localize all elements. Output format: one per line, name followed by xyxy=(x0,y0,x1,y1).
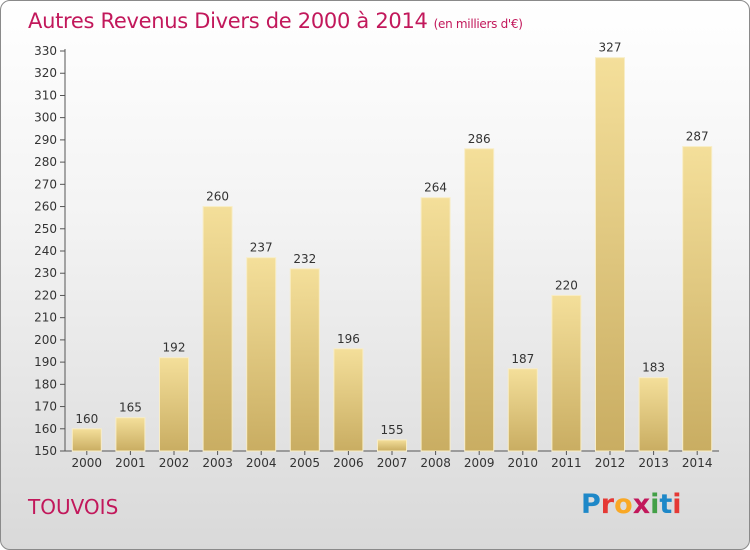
y-tick-label: 240 xyxy=(34,244,57,258)
y-tick-label: 250 xyxy=(34,222,57,236)
logo-letter: i xyxy=(672,489,682,520)
y-tick-label: 310 xyxy=(34,88,57,102)
x-tick-label: 2010 xyxy=(508,456,539,470)
bar-value-label: 187 xyxy=(511,352,534,366)
bar xyxy=(551,294,582,452)
x-tick-label: 2008 xyxy=(420,456,451,470)
bar-value-label: 237 xyxy=(250,241,273,255)
bar-value-label: 183 xyxy=(642,361,665,375)
bar-value-label: 192 xyxy=(163,341,186,355)
y-tick-label: 170 xyxy=(34,400,57,414)
x-tick-label: 2002 xyxy=(159,456,190,470)
chart-title-text: Autres Revenus Divers de 2000 à 2014 xyxy=(28,9,428,33)
y-tick-label: 270 xyxy=(34,177,57,191)
x-tick-label: 2001 xyxy=(115,456,146,470)
logo-letter: x xyxy=(632,489,651,520)
bar xyxy=(638,377,669,452)
x-tick-label: 2011 xyxy=(551,456,582,470)
bar xyxy=(682,146,713,452)
x-tick-label: 2003 xyxy=(202,456,233,470)
bar-value-label: 286 xyxy=(468,132,491,146)
x-tick-label: 2005 xyxy=(290,456,321,470)
bar-value-label: 264 xyxy=(424,181,447,195)
logo-letter: r xyxy=(600,489,615,520)
y-tick-label: 330 xyxy=(34,44,57,58)
bar xyxy=(464,148,495,452)
bar xyxy=(202,206,233,452)
x-tick-label: 2000 xyxy=(72,456,103,470)
x-tick-label: 2012 xyxy=(595,456,626,470)
y-tick-label: 220 xyxy=(34,288,57,302)
bar xyxy=(333,348,364,452)
x-tick-label: 2014 xyxy=(682,456,713,470)
bar-value-label: 327 xyxy=(599,41,622,55)
y-tick-label: 200 xyxy=(34,333,57,347)
logo-letter: o xyxy=(614,489,633,520)
y-tick-label: 190 xyxy=(34,355,57,369)
y-tick-label: 180 xyxy=(34,377,57,391)
bar xyxy=(115,417,146,452)
y-tick-label: 260 xyxy=(34,200,57,214)
bar xyxy=(595,57,625,452)
bar xyxy=(420,197,451,452)
bar-value-label: 232 xyxy=(293,252,316,266)
bar xyxy=(246,257,277,452)
logo-letter: P xyxy=(581,489,601,520)
proxiti-logo: Proxiti xyxy=(581,489,682,520)
bar-value-label: 165 xyxy=(119,401,142,415)
x-tick-label: 2006 xyxy=(333,456,364,470)
bar xyxy=(377,439,407,452)
x-tick-label: 2009 xyxy=(464,456,495,470)
bar-value-label: 155 xyxy=(381,423,404,437)
bar-value-label: 287 xyxy=(686,130,709,144)
y-tick-label: 300 xyxy=(34,111,57,125)
bar-value-label: 196 xyxy=(337,332,360,346)
y-tick-label: 230 xyxy=(34,266,57,280)
y-tick-label: 320 xyxy=(34,66,57,80)
y-tick-label: 160 xyxy=(34,422,57,436)
logo-letter: t xyxy=(659,489,673,520)
logo-letter: i xyxy=(650,489,660,520)
x-tick-label: 2013 xyxy=(638,456,669,470)
chart-title: Autres Revenus Divers de 2000 à 2014 (en … xyxy=(28,9,523,33)
bar-value-label: 220 xyxy=(555,278,578,292)
bar xyxy=(289,268,320,452)
bar-value-label: 160 xyxy=(75,412,98,426)
x-tick-label: 2004 xyxy=(246,456,277,470)
y-tick-label: 210 xyxy=(34,311,57,325)
y-tick-label: 280 xyxy=(34,155,57,169)
y-tick-label: 150 xyxy=(34,444,57,458)
bar xyxy=(159,357,189,452)
commune-name: TOUVOIS xyxy=(28,495,119,519)
bar-value-label: 260 xyxy=(206,190,229,204)
bar xyxy=(507,368,538,452)
bar xyxy=(71,428,102,452)
x-tick-label: 2007 xyxy=(377,456,408,470)
y-tick-label: 290 xyxy=(34,133,57,147)
chart-unit: (en milliers d'€) xyxy=(433,17,523,31)
